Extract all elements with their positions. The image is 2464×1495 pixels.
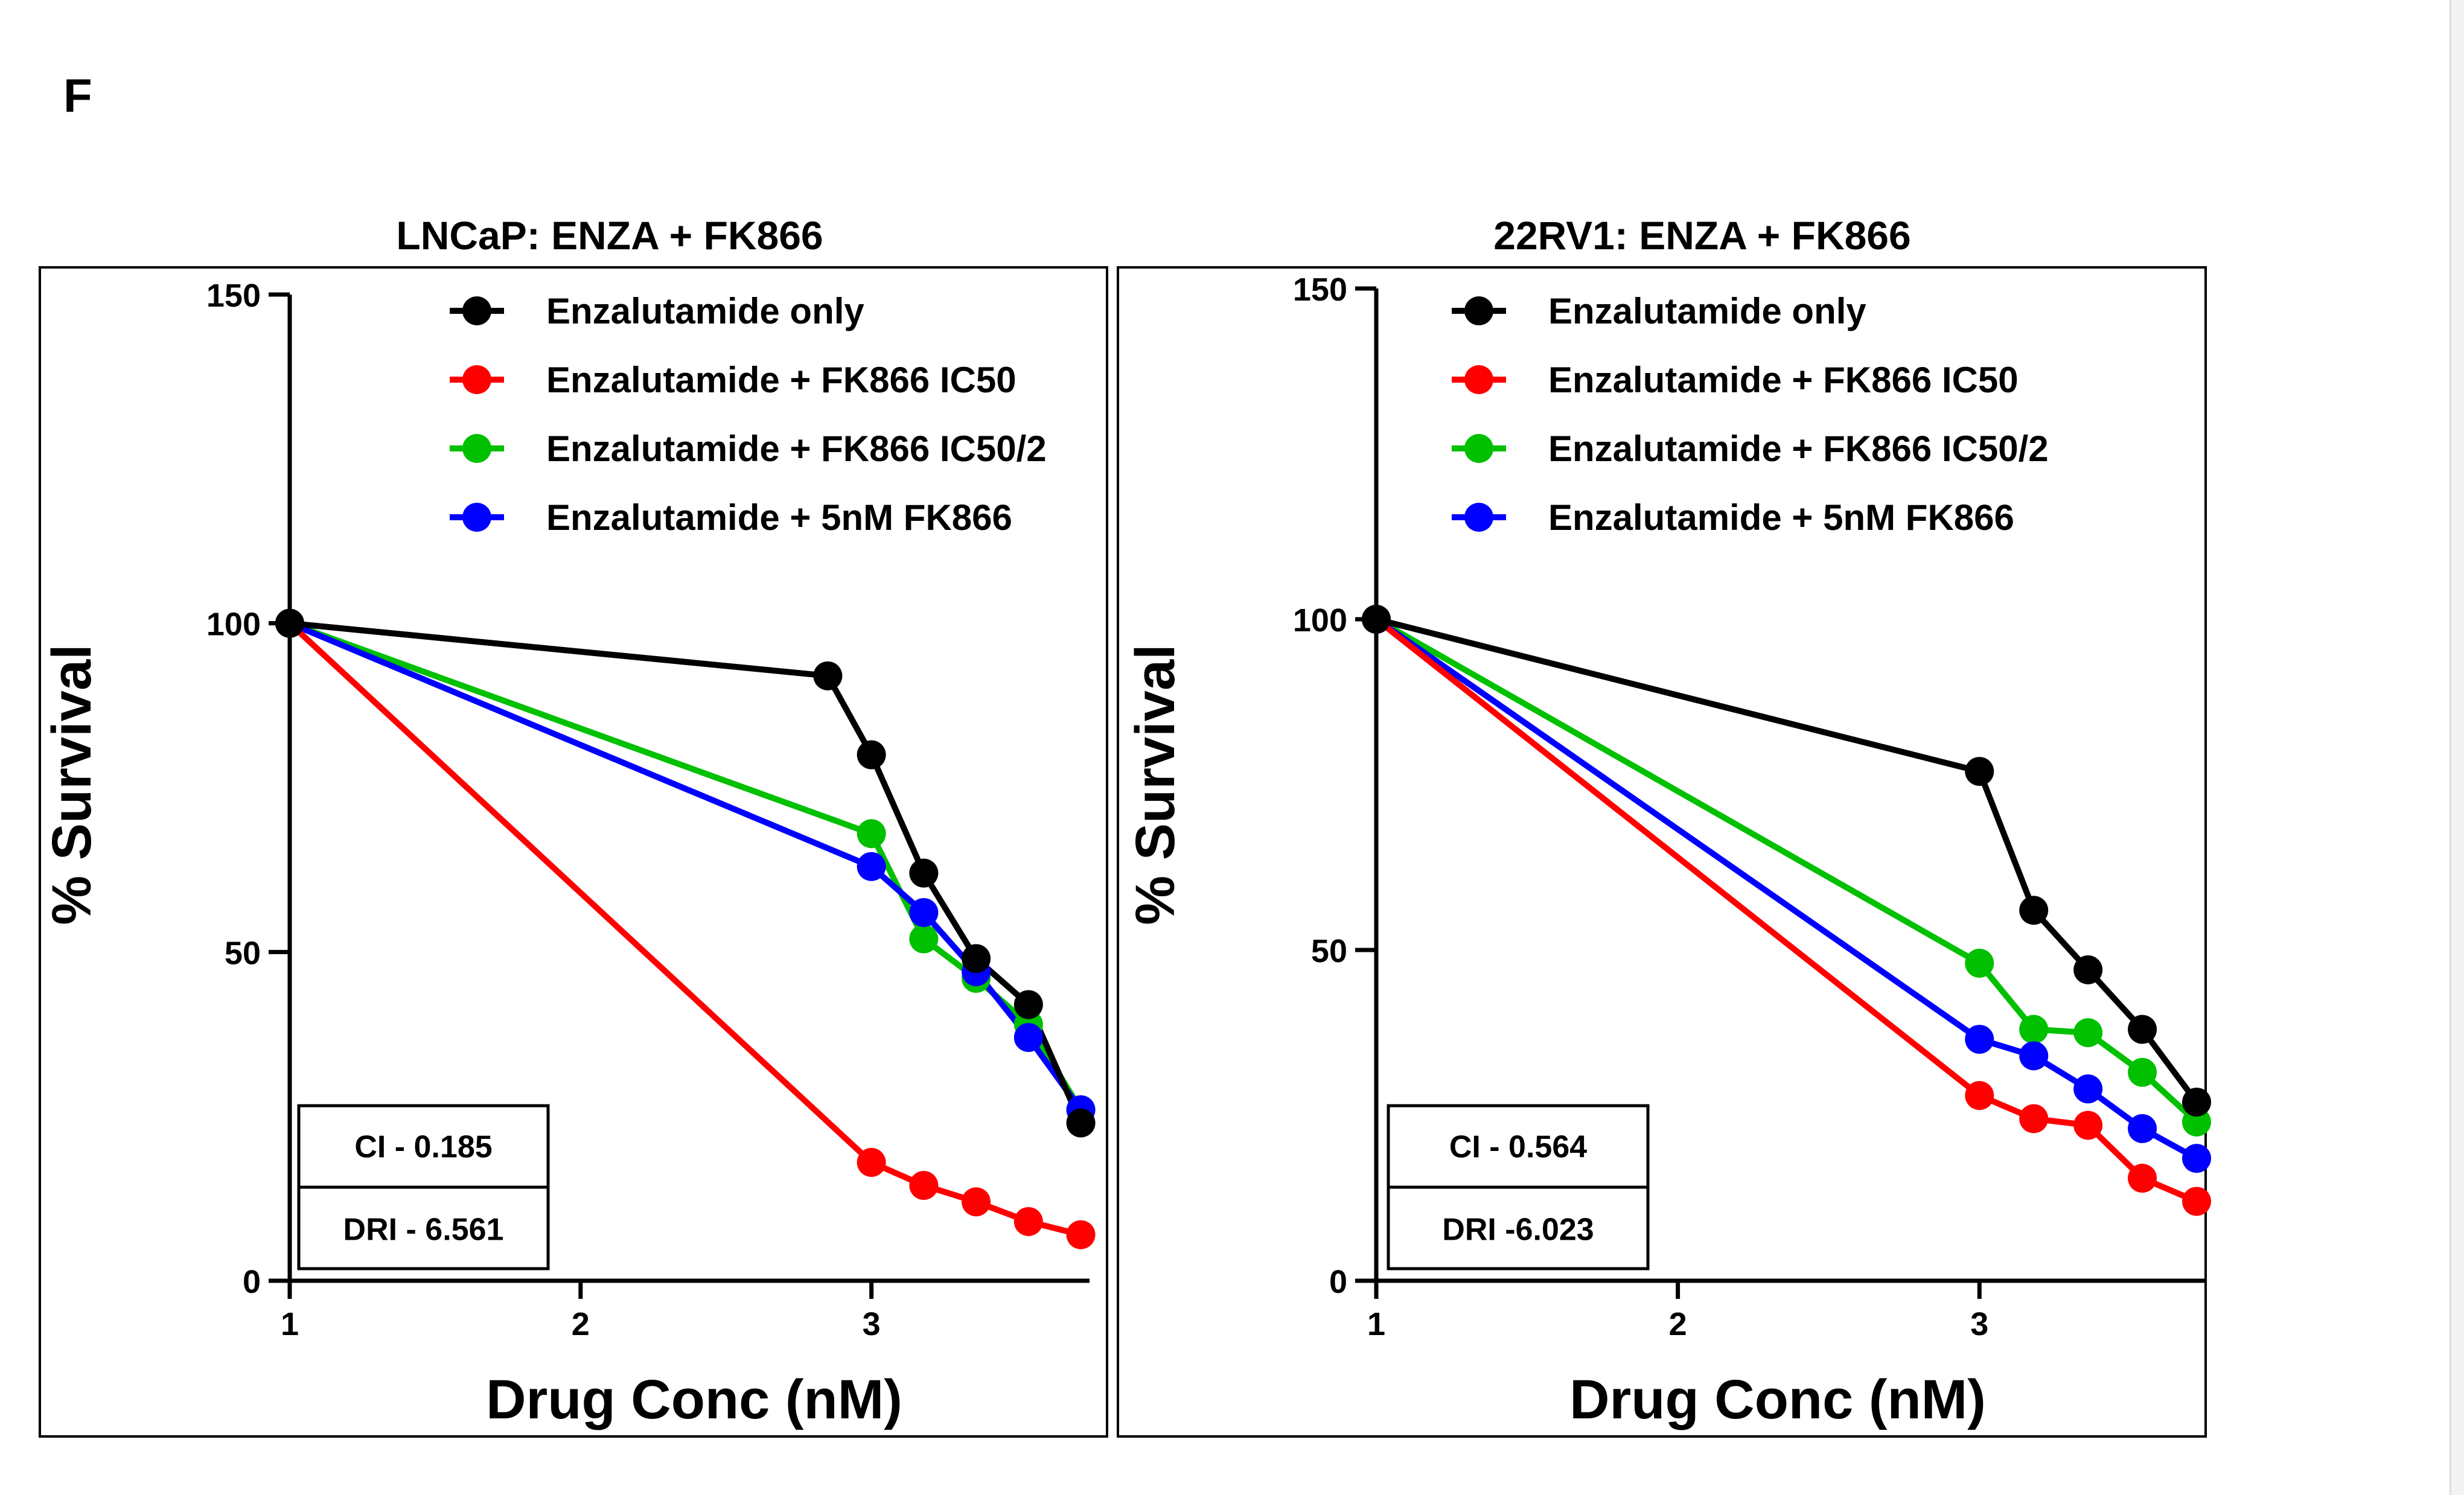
- y-tick-label: 0: [1329, 1264, 1347, 1300]
- chart-title: 22RV1: ENZA + FK866: [1493, 213, 1910, 258]
- legend-label: Enzalutamide only: [546, 291, 864, 331]
- data-point: [2073, 1111, 2103, 1140]
- x-tick-label: 3: [863, 1306, 881, 1342]
- data-point: [1013, 990, 1043, 1019]
- data-point: [1965, 1081, 1994, 1111]
- data-point: [2073, 955, 2103, 984]
- data-point: [2182, 1107, 2212, 1136]
- legend-marker: [462, 296, 491, 325]
- dri-value: DRI -6.023: [1442, 1213, 1594, 1248]
- data-point: [857, 852, 886, 881]
- series-line: [289, 620, 1084, 1124]
- legend-label: Enzalutamide + FK866 IC50/2: [546, 429, 1047, 469]
- data-point: [2019, 896, 2049, 925]
- y-tick-label: 100: [1293, 602, 1347, 639]
- ci-value: CI - 0.185: [354, 1130, 492, 1165]
- legend-marker: [462, 434, 491, 463]
- y-tick-label: 50: [225, 935, 261, 971]
- legend-marker: [462, 503, 491, 532]
- data-point: [813, 661, 843, 690]
- y-axis-label: % Survival: [41, 644, 103, 925]
- data-point: [2182, 1144, 2212, 1173]
- series-line: [1374, 616, 2198, 1161]
- data-point: [857, 1147, 886, 1177]
- data-point: [2128, 1114, 2157, 1143]
- legend-label: Enzalutamide + FK866 IC50/2: [1548, 429, 2049, 469]
- series-line: [1375, 616, 2200, 1105]
- legend-label: Enzalutamide only: [1548, 291, 1866, 331]
- x-axis-label: Drug Conc (nM): [1569, 1369, 1986, 1430]
- data-point: [1362, 605, 1391, 634]
- data-point: [857, 819, 886, 849]
- panel-letter: F: [63, 69, 92, 122]
- data-point: [2128, 1057, 2157, 1087]
- data-point: [1965, 757, 1994, 786]
- legend-marker: [1464, 434, 1493, 463]
- data-point: [962, 944, 991, 974]
- chart-panel-22rv1: 22RV1: ENZA + FK866 0 50 100 150 1 2 3 Drug Conc…: [1117, 213, 2212, 1438]
- ci-value: CI - 0.564: [1449, 1130, 1587, 1165]
- panel-frame: [39, 266, 1108, 1438]
- data-point: [909, 1171, 939, 1200]
- series-line: [1374, 616, 2199, 1124]
- data-point: [962, 1187, 991, 1217]
- dri-value: DRI - 6.561: [343, 1213, 504, 1248]
- data-point: [2128, 1164, 2157, 1193]
- data-point: [1013, 1022, 1043, 1052]
- data-point: [1965, 1024, 1994, 1054]
- y-tick-label: 100: [206, 607, 261, 643]
- y-tick-label: 50: [1311, 933, 1347, 969]
- data-point: [1066, 1220, 1096, 1249]
- x-tick-label: 2: [1669, 1306, 1687, 1342]
- series-line: [289, 620, 1084, 1112]
- data-point: [2019, 1041, 2049, 1071]
- legend-marker: [1464, 503, 1493, 532]
- data-point: [275, 608, 304, 638]
- legend-marker: [1464, 296, 1493, 325]
- series-line: [289, 620, 1084, 1112]
- legend-label: Enzalutamide + FK866 IC50: [1548, 360, 2019, 400]
- x-tick-label: 3: [1970, 1306, 1988, 1342]
- panel-frame: [1117, 266, 2207, 1438]
- data-point: [857, 740, 886, 770]
- chart-panel-lncap: LNCaP: ENZA + FK866 0 50 100 150 1 2 3 Drug Conc…: [39, 213, 1108, 1438]
- data-point: [909, 897, 939, 927]
- x-axis-label: Drug Conc (nM): [486, 1369, 902, 1430]
- y-tick-label: 0: [243, 1264, 261, 1300]
- data-point: [2073, 1018, 2103, 1047]
- x-tick-label: 1: [1367, 1306, 1385, 1342]
- data-point: [909, 924, 939, 954]
- scrollbar-track[interactable]: [2450, 0, 2464, 1495]
- legend-label: Enzalutamide + 5nM FK866: [1548, 497, 2014, 538]
- x-tick-label: 2: [572, 1306, 590, 1342]
- data-point: [1066, 1108, 1096, 1138]
- y-tick-label: 150: [206, 278, 261, 314]
- data-point: [2073, 1074, 2103, 1104]
- x-tick-label: 1: [281, 1306, 299, 1342]
- y-tick-label: 150: [1293, 272, 1347, 308]
- data-point: [2019, 1015, 2049, 1044]
- data-point: [2019, 1104, 2049, 1133]
- data-point: [2182, 1088, 2212, 1117]
- legend-label: Enzalutamide + 5nM FK866: [546, 497, 1012, 538]
- data-point: [1013, 1207, 1043, 1236]
- chart-title: LNCaP: ENZA + FK866: [396, 213, 823, 258]
- data-point: [2182, 1187, 2212, 1216]
- data-point: [909, 858, 939, 888]
- data-point: [2128, 1015, 2157, 1044]
- y-axis-label: % Survival: [1125, 644, 1186, 925]
- legend-label: Enzalutamide + FK866 IC50: [546, 360, 1017, 400]
- legend-marker: [462, 365, 491, 394]
- legend-marker: [1464, 365, 1493, 394]
- data-point: [1965, 948, 1994, 978]
